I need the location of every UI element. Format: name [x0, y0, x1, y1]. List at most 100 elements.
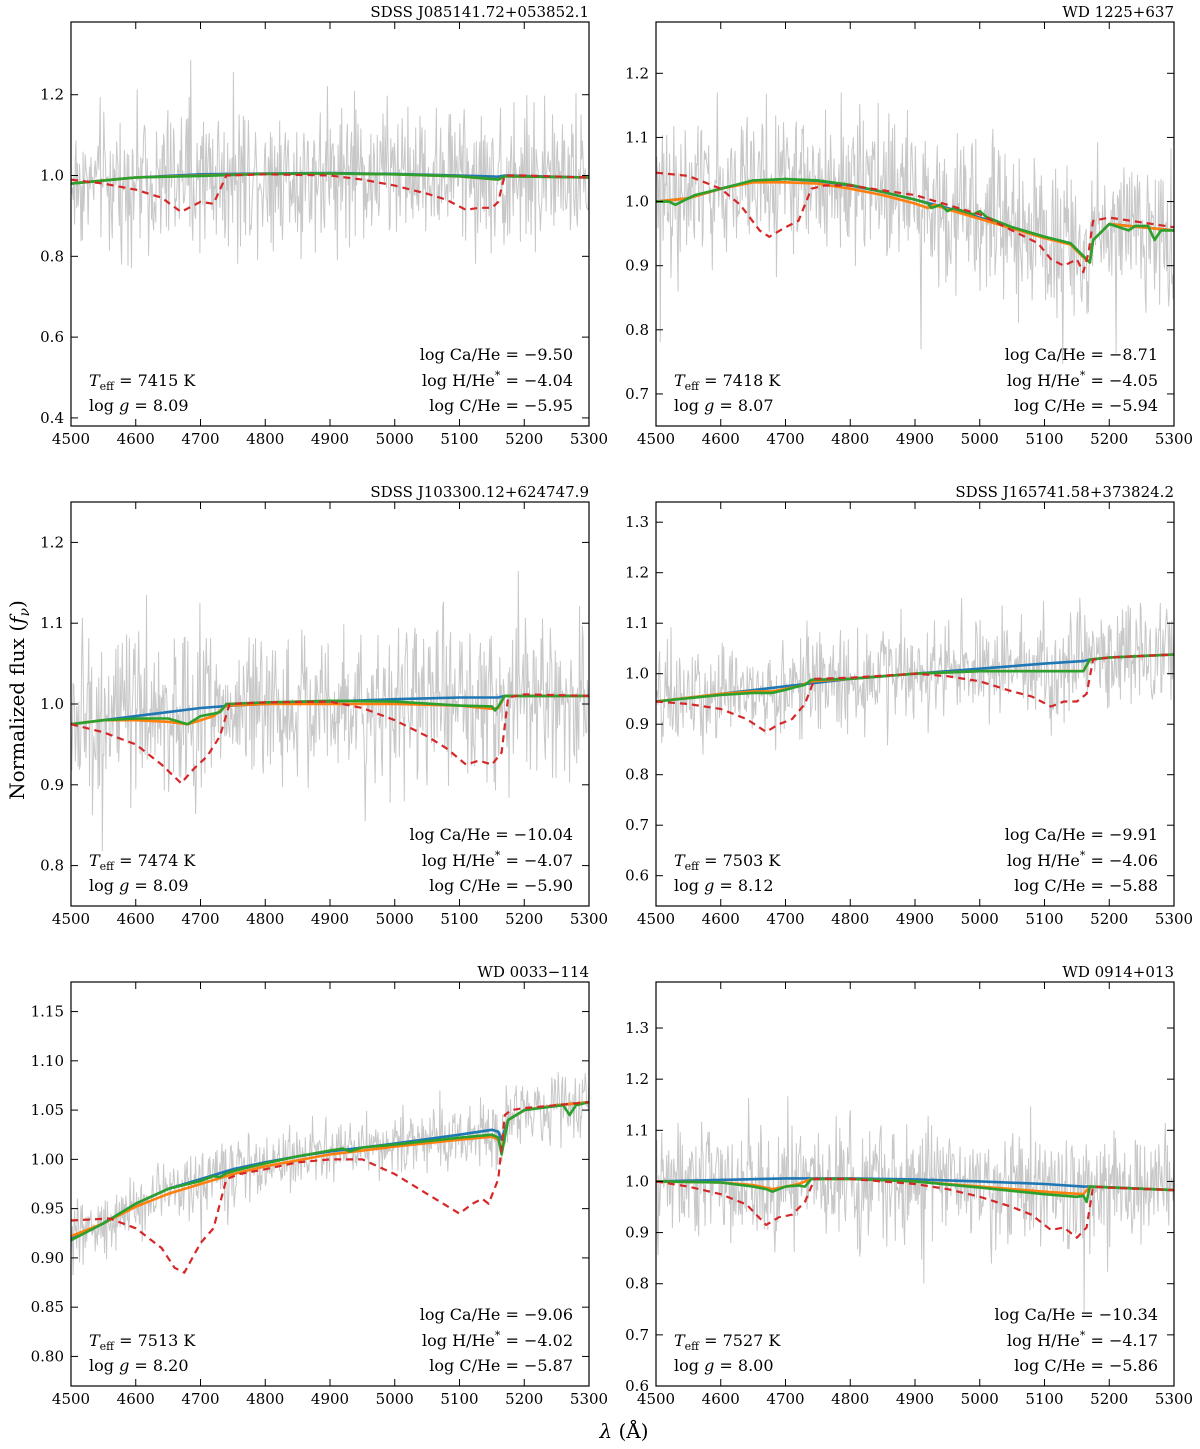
x-tick-label: 4600 — [702, 910, 740, 928]
y-tick-label: 1.2 — [40, 533, 64, 551]
x-tick-label: 4800 — [831, 910, 869, 928]
ca-value: −10.04 — [514, 825, 573, 844]
h-abundance: log H/He* = −4.17 — [1007, 1329, 1158, 1350]
h-value: −4.05 — [1109, 371, 1158, 390]
series-observed — [71, 59, 589, 269]
teff-label: Teff = 7503 K — [674, 851, 781, 873]
ca-value: −10.34 — [1099, 1305, 1158, 1324]
logg-label: log g = 8.20 — [89, 1356, 189, 1375]
x-tick-label: 5000 — [376, 910, 414, 928]
x-tick-label: 5000 — [376, 1390, 414, 1408]
y-tick-label: 1.0 — [625, 193, 649, 211]
x-tick-label: 5100 — [1025, 430, 1063, 448]
y-tick-label: 0.9 — [625, 715, 649, 733]
x-axis-label: λ (Å) — [598, 1418, 648, 1443]
logg-value: 8.12 — [738, 876, 774, 895]
c-value: −5.95 — [524, 396, 573, 415]
h-abundance: log H/He* = −4.07 — [422, 849, 573, 870]
series-observed — [656, 92, 1174, 365]
ca-abundance: log Ca/He = −10.34 — [995, 1305, 1158, 1324]
y-tick-label: 0.9 — [625, 257, 649, 275]
y-tick-label: 1.3 — [625, 513, 649, 531]
x-tick-label: 4500 — [52, 910, 90, 928]
plot-area — [656, 597, 1174, 755]
teff-label: Teff = 7418 K — [674, 371, 781, 393]
x-tick-label: 4600 — [702, 430, 740, 448]
y-tick-label: 1.1 — [40, 614, 64, 632]
x-tick-label: 4800 — [246, 430, 284, 448]
x-tick-label: 5300 — [570, 1390, 608, 1408]
series-observed — [656, 597, 1174, 755]
y-tick-label: 0.85 — [31, 1298, 64, 1316]
teff-label: Teff = 7474 K — [89, 851, 196, 873]
logg-value: 8.09 — [153, 396, 189, 415]
x-tick-label: 5200 — [505, 430, 543, 448]
y-tick-label: 1.0 — [625, 665, 649, 683]
x-tick-label: 5000 — [961, 910, 999, 928]
h-abundance: log H/He* = −4.04 — [422, 369, 573, 390]
teff-label: Teff = 7415 K — [89, 371, 196, 393]
x-tick-label: 4600 — [117, 1390, 155, 1408]
y-tick-label: 1.3 — [625, 1019, 649, 1037]
c-abundance: log C/He = −5.87 — [429, 1356, 573, 1375]
y-tick-label: 0.8 — [625, 321, 649, 339]
x-tick-label: 4800 — [831, 1390, 869, 1408]
x-tick-label: 4500 — [52, 430, 90, 448]
c-value: −5.87 — [524, 1356, 573, 1375]
x-tick-label: 5300 — [570, 910, 608, 928]
c-value: −5.90 — [524, 876, 573, 895]
x-tick-label: 4700 — [181, 430, 219, 448]
y-tick-label: 1.0 — [40, 167, 64, 185]
ca-abundance: log Ca/He = −9.06 — [420, 1305, 573, 1324]
series-observed — [656, 1096, 1174, 1312]
c-abundance: log C/He = −5.94 — [1014, 396, 1158, 415]
series-model-green — [656, 177, 1174, 264]
x-tick-label: 5000 — [961, 1390, 999, 1408]
y-tick-label: 0.4 — [40, 409, 64, 427]
panel-2: 4500 4600 4700 4800 4900 5000 5100 5200 5300 0.7 0… — [625, 3, 1193, 448]
x-tick-label: 5200 — [1090, 910, 1128, 928]
x-tick-label: 4900 — [896, 910, 934, 928]
panel-3: 4500 4600 4700 4800 4900 5000 5100 5200 5300 0.8 0… — [40, 483, 608, 928]
y-tick-label: 0.90 — [31, 1249, 64, 1267]
y-tick-label: 1.15 — [31, 1003, 64, 1021]
panel-title: SDSS J103300.12+624747.9 — [370, 483, 589, 501]
h-value: −4.17 — [1109, 1331, 1158, 1350]
h-value: −4.04 — [524, 371, 573, 390]
teff-value: 7474 — [138, 851, 179, 870]
teff-label: Teff = 7513 K — [89, 1331, 196, 1353]
x-tick-label: 5300 — [1155, 430, 1193, 448]
y-tick-label: 1.0 — [625, 1172, 649, 1190]
logg-label: log g = 8.12 — [674, 876, 774, 895]
teff-value: 7503 — [723, 851, 764, 870]
panel-4: 4500 4600 4700 4800 4900 5000 5100 5200 5300 0.6 0… — [625, 483, 1193, 928]
c-abundance: log C/He = −5.90 — [429, 876, 573, 895]
h-value: −4.07 — [524, 851, 573, 870]
x-tick-label: 4900 — [311, 1390, 349, 1408]
series-model-green — [71, 1100, 589, 1242]
series-model-green — [71, 694, 589, 726]
teff-value: 7415 — [138, 371, 179, 390]
x-tick-label: 5100 — [440, 1390, 478, 1408]
y-tick-label: 0.7 — [625, 816, 649, 834]
teff-value: 7513 — [138, 1331, 179, 1350]
y-tick-label: 1.1 — [625, 614, 649, 632]
logg-value: 8.20 — [153, 1356, 189, 1375]
x-tick-label: 5100 — [440, 430, 478, 448]
x-tick-label: 4800 — [246, 910, 284, 928]
x-tick-label: 5300 — [1155, 910, 1193, 928]
ca-value: −9.50 — [524, 345, 573, 364]
panel-title: WD 0914+013 — [1062, 963, 1174, 981]
x-tick-label: 4500 — [637, 1390, 675, 1408]
y-tick-label: 1.2 — [625, 1070, 649, 1088]
c-value: −5.94 — [1109, 396, 1158, 415]
y-tick-label: 0.80 — [31, 1347, 64, 1365]
x-tick-label: 5200 — [1090, 1390, 1128, 1408]
panel-title: WD 1225+637 — [1062, 3, 1174, 21]
ca-value: −9.06 — [524, 1305, 573, 1324]
y-tick-label: 0.6 — [40, 328, 64, 346]
x-tick-label: 4900 — [896, 430, 934, 448]
y-tick-label: 0.6 — [625, 867, 649, 885]
plot-area — [656, 92, 1174, 365]
